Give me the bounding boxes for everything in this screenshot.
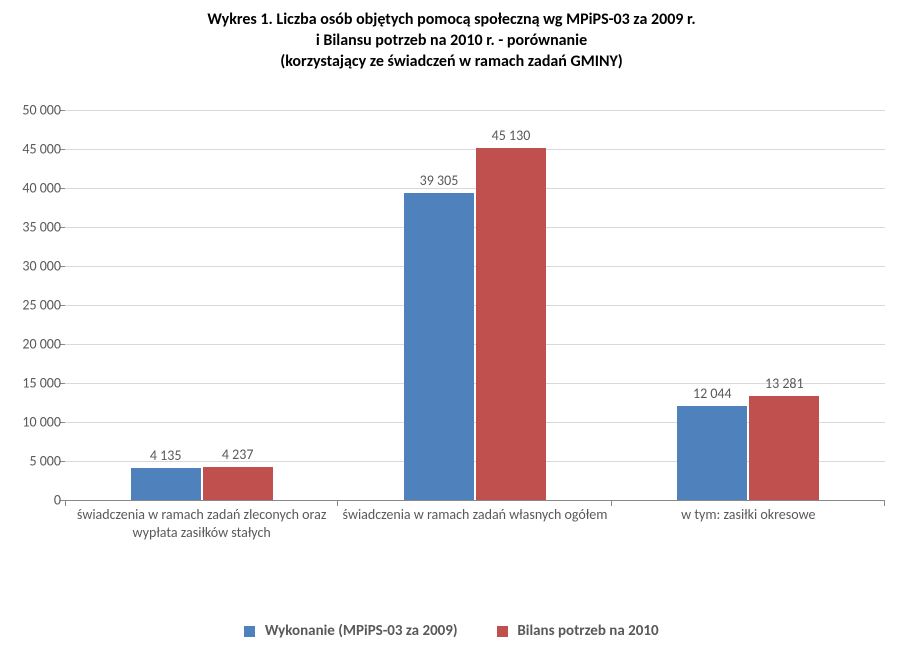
y-tick-label: 35 000 <box>6 219 61 236</box>
y-tick-label: 15 000 <box>6 375 61 392</box>
legend-label-2: Bilans potrzeb na 2010 <box>517 622 658 640</box>
bar-series-2 <box>749 396 819 500</box>
title-line-3: (korzystający ze świadczeń w ramach zada… <box>0 52 903 73</box>
y-tick-label: 5 000 <box>6 453 61 470</box>
category-label: w tym: zasiłki okresowe <box>612 500 885 524</box>
category-group: 4 1354 237świadczenia w ramach zadań zle… <box>65 110 338 500</box>
legend-item-1: Wykonanie (MPiPS-03 za 2009) <box>244 622 457 640</box>
bar-value-label: 39 305 <box>389 172 489 189</box>
bar-series-1 <box>131 468 201 500</box>
bar-value-label: 4 237 <box>188 446 288 463</box>
plot-area: 4 1354 237świadczenia w ramach zadań zle… <box>65 110 885 501</box>
bar-series-2 <box>476 148 546 500</box>
y-tick-label: 50 000 <box>6 102 61 119</box>
bar-series-1 <box>404 193 474 500</box>
y-tick-label: 10 000 <box>6 414 61 431</box>
y-tick-label: 30 000 <box>6 258 61 275</box>
title-line-1: Wykres 1. Liczba osób objętych pomocą sp… <box>0 10 903 31</box>
y-tick-label: 25 000 <box>6 297 61 314</box>
y-tick-label: 20 000 <box>6 336 61 353</box>
category-label: świadczenia w ramach zadań zleconych ora… <box>65 500 338 541</box>
bar-value-label: 13 281 <box>734 375 834 392</box>
y-tick-label: 40 000 <box>6 180 61 197</box>
category-group: 12 04413 281w tym: zasiłki okresowe <box>612 110 885 500</box>
chart-title: Wykres 1. Liczba osób objętych pomocą sp… <box>0 0 903 72</box>
legend-swatch-1 <box>244 626 255 637</box>
title-line-2: i Bilansu potrzeb na 2010 r. - porównani… <box>0 31 903 52</box>
bar-value-label: 45 130 <box>461 127 561 144</box>
bar-series-1 <box>677 406 747 500</box>
chart-container: Wykres 1. Liczba osób objętych pomocą sp… <box>0 0 903 652</box>
category-label: świadczenia w ramach zadań własnych ogół… <box>338 500 611 524</box>
legend-item-2: Bilans potrzeb na 2010 <box>497 622 659 640</box>
legend: Wykonanie (MPiPS-03 za 2009) Bilans potr… <box>0 622 903 640</box>
legend-swatch-2 <box>497 626 508 637</box>
legend-label-1: Wykonanie (MPiPS-03 za 2009) <box>265 622 458 640</box>
bar-series-2 <box>203 467 273 500</box>
y-tick-label: 45 000 <box>6 141 61 158</box>
y-tick-label: 0 <box>6 492 61 509</box>
category-group: 39 30545 130świadczenia w ramach zadań w… <box>338 110 611 500</box>
